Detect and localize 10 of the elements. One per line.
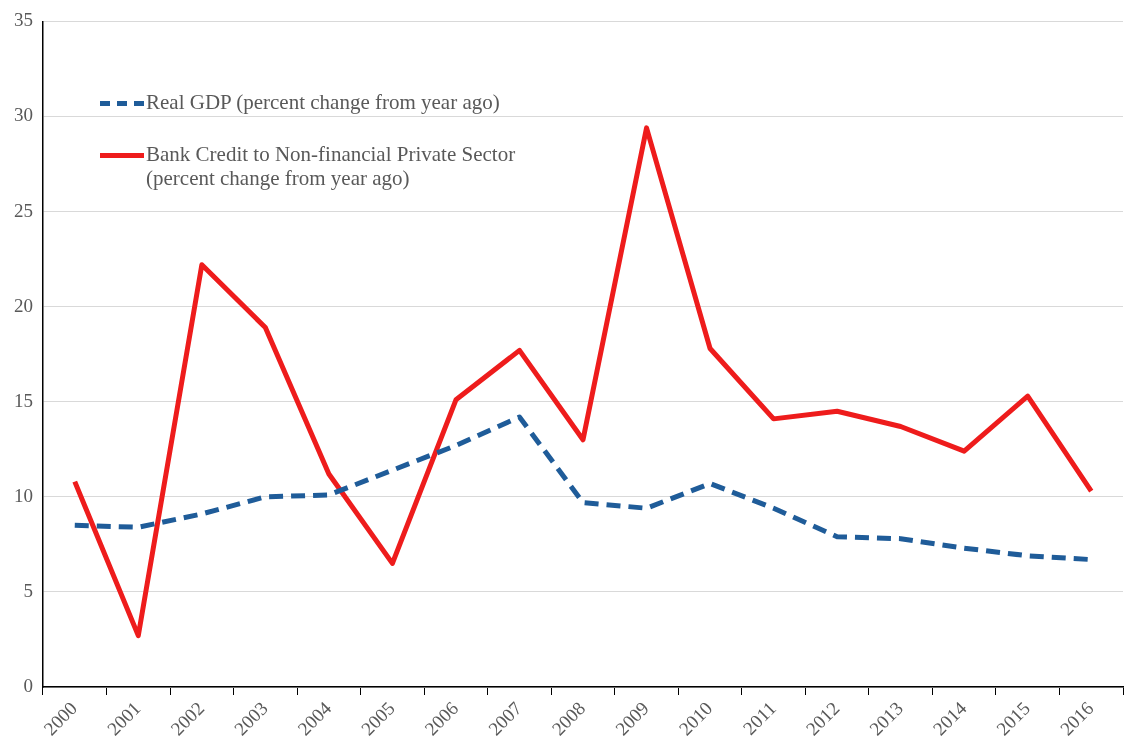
y-tick-label: 5 xyxy=(23,579,33,601)
y-tick-label: 25 xyxy=(14,199,33,221)
y-tick-label: 35 xyxy=(14,9,33,31)
y-tick-label: 10 xyxy=(14,484,33,506)
legend-label: Real GDP (percent change from year ago) xyxy=(146,90,500,114)
y-tick-label: 30 xyxy=(14,104,33,126)
y-tick-label: 15 xyxy=(14,389,33,411)
y-tick-label: 0 xyxy=(23,674,33,696)
legend-label: Bank Credit to Non-financial Private Sector (percent change from year ago) xyxy=(146,142,517,190)
y-tick-label: 20 xyxy=(14,294,33,316)
